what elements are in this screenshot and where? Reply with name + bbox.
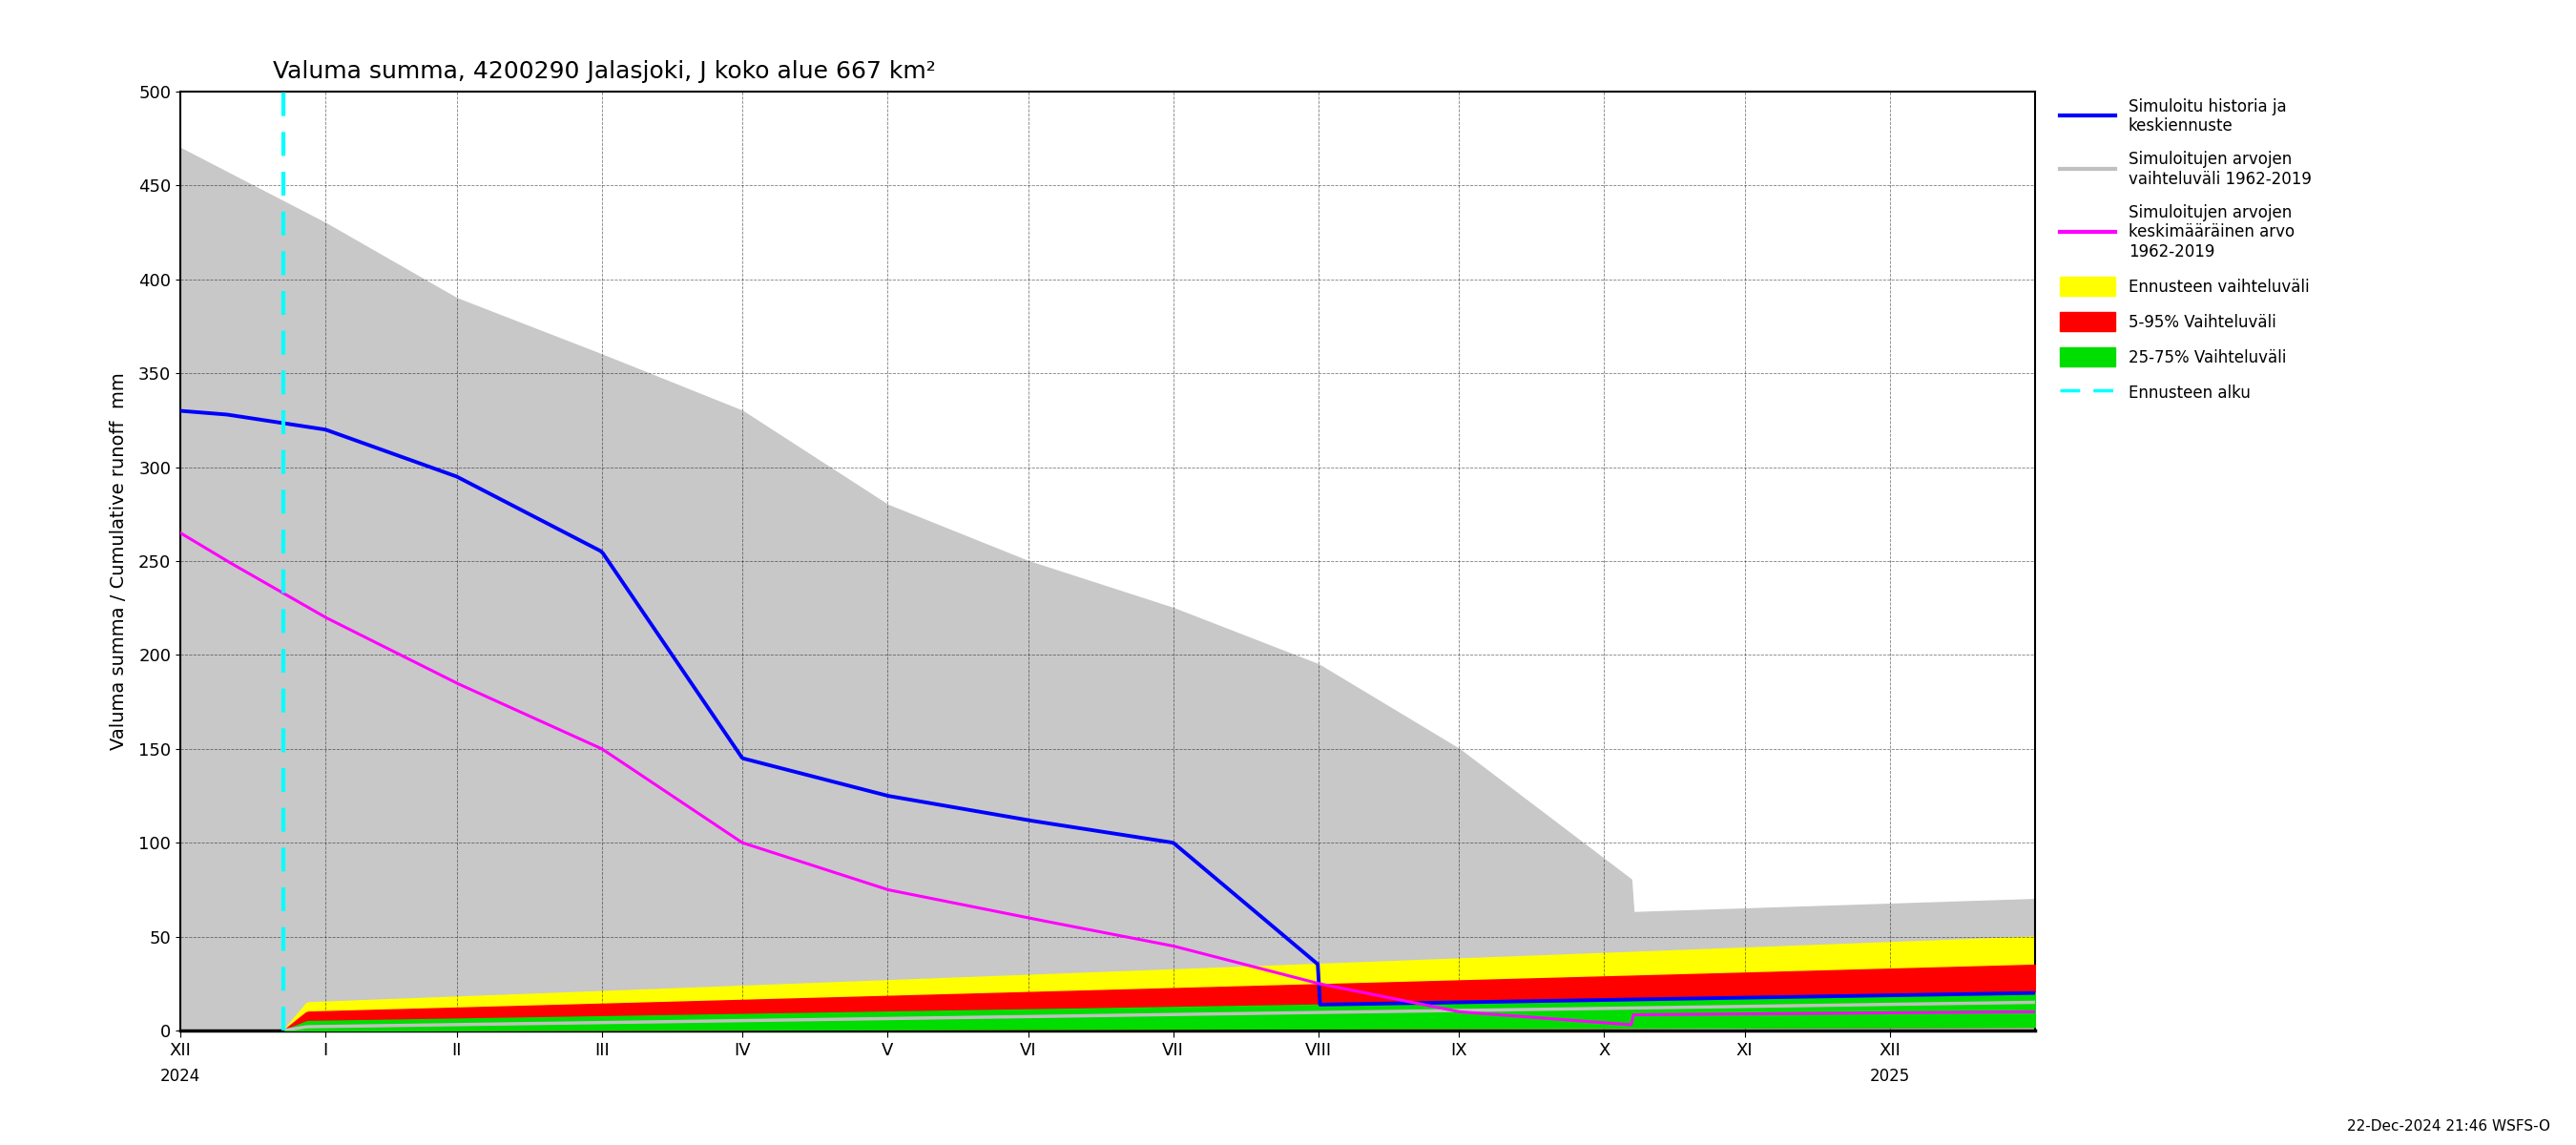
Text: Valuma summa, 4200290 Jalasjoki, J koko alue 667 km²: Valuma summa, 4200290 Jalasjoki, J koko … xyxy=(273,61,935,84)
Text: 2025: 2025 xyxy=(1870,1067,1909,1084)
Y-axis label: Valuma summa / Cumulative runoff  mm: Valuma summa / Cumulative runoff mm xyxy=(111,372,129,750)
Text: 22-Dec-2024 21:46 WSFS-O: 22-Dec-2024 21:46 WSFS-O xyxy=(2347,1120,2550,1134)
Legend: Simuloitu historia ja
keskiennuste, Simuloitujen arvojen
vaihteluväli 1962-2019,: Simuloitu historia ja keskiennuste, Simu… xyxy=(2053,92,2318,409)
Text: 2024: 2024 xyxy=(160,1067,201,1084)
